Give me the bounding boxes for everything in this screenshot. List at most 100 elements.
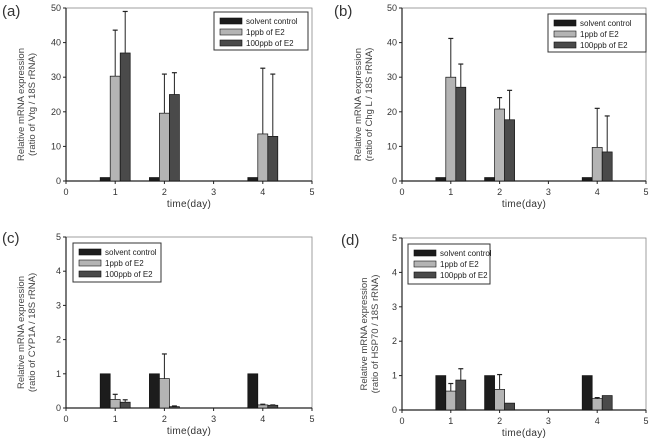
legend-label: solvent control <box>580 19 632 28</box>
y-tick-label: 3 <box>56 300 61 310</box>
x-tick-label: 2 <box>162 414 167 424</box>
y-tick-label: 10 <box>51 141 61 151</box>
y-tick-label: 40 <box>387 38 397 48</box>
y-tick-label: 1 <box>56 369 61 379</box>
bar-100ppb-of-e2 <box>455 379 467 411</box>
bar-100ppb-of-e2 <box>504 119 515 182</box>
legend-label: solvent control <box>246 17 298 26</box>
bar-solvent-control <box>247 373 259 409</box>
y-tick-label: 0 <box>392 176 397 186</box>
bar-1ppb-of-e2 <box>159 378 170 409</box>
y-tick-label: 5 <box>392 233 397 243</box>
legend-label: 1ppb of E2 <box>246 28 285 37</box>
x-tick-label: 1 <box>113 187 118 197</box>
bar-1ppb-of-e2 <box>591 147 603 182</box>
bar-1ppb-of-e2 <box>257 404 269 409</box>
x-axis-title: time(day) <box>502 428 546 439</box>
legend-swatch <box>78 270 102 278</box>
bar-100ppb-of-e2 <box>267 136 279 182</box>
legend-swatch <box>553 19 577 27</box>
x-tick-label: 1 <box>448 416 453 426</box>
legend-swatch <box>553 30 577 38</box>
legend-swatch <box>78 248 102 256</box>
y-tick-label: 50 <box>387 3 397 13</box>
bar-1ppb-of-e2 <box>159 112 170 182</box>
y-tick-label: 20 <box>387 107 397 117</box>
bar-solvent-control <box>149 177 160 182</box>
bar-100ppb-of-e2 <box>119 52 131 182</box>
x-tick-label: 4 <box>595 187 600 197</box>
panel-b: (b) 0 10 20 30 40 50 0 1 2 3 4 5 time(day) Relative mR… <box>334 3 649 210</box>
panel-c: (c) 0 1 2 3 4 5 0 1 2 3 4 5 time(day) Relative mRNA ex… <box>2 230 315 437</box>
x-tick-label: 0 <box>63 187 68 197</box>
bar-100ppb-of-e2 <box>267 404 279 409</box>
legend-swatch <box>413 271 437 279</box>
legend-swatch <box>413 260 437 268</box>
legend-label: 1ppb of E2 <box>105 259 144 268</box>
legend: solvent control 1ppb of E2 100ppb of E2 <box>72 242 162 283</box>
bar-solvent-control <box>247 177 259 182</box>
bar-100ppb-of-e2 <box>169 406 180 409</box>
bar-solvent-control <box>435 375 447 411</box>
legend-label: 100ppb of E2 <box>246 39 294 48</box>
bar-solvent-control <box>484 375 495 411</box>
bar-solvent-control <box>435 177 447 182</box>
y-tick-label: 20 <box>51 107 61 117</box>
y-axis-title: (ratio of Vtg / 18S rRNA) <box>27 53 38 156</box>
bar-1ppb-of-e2 <box>445 76 457 182</box>
bar-solvent-control <box>484 177 495 182</box>
legend-label: 1ppb of E2 <box>580 30 619 39</box>
y-axis-title: Relative mRNA expression <box>16 276 27 389</box>
y-tick-label: 0 <box>56 176 61 186</box>
y-tick-label: 3 <box>392 302 397 312</box>
bar-100ppb-of-e2 <box>601 151 613 182</box>
bar-1ppb-of-e2 <box>591 398 603 411</box>
legend-label: 100ppb of E2 <box>105 270 153 279</box>
x-tick-label: 5 <box>309 187 314 197</box>
bar-solvent-control <box>581 375 593 411</box>
x-tick-label: 4 <box>260 187 265 197</box>
bar-1ppb-of-e2 <box>445 390 457 411</box>
panel-label: (c) <box>2 230 20 247</box>
bar-1ppb-of-e2 <box>494 108 505 182</box>
x-tick-label: 2 <box>497 187 502 197</box>
bar-100ppb-of-e2 <box>119 401 131 409</box>
panel-a: (a) 0 10 20 30 40 50 0 1 2 3 4 5 time(day) Relative mR… <box>2 3 315 210</box>
y-axis-title: Relative mRNA expression <box>359 278 370 391</box>
y-tick-label: 10 <box>387 141 397 151</box>
legend: solvent control 1ppb of E2 100ppb of E2 <box>213 11 309 51</box>
bar-solvent-control <box>581 177 593 182</box>
panel-label: (a) <box>2 3 20 20</box>
x-tick-label: 2 <box>497 416 502 426</box>
bar-1ppb-of-e2 <box>494 389 505 411</box>
legend-label: 100ppb of E2 <box>580 41 628 50</box>
y-tick-label: 4 <box>56 266 61 276</box>
legend-swatch <box>219 17 243 25</box>
y-tick-label: 0 <box>56 403 61 413</box>
panel-label: (b) <box>334 3 352 20</box>
x-tick-label: 3 <box>211 414 216 424</box>
legend-swatch <box>219 39 243 47</box>
y-tick-label: 4 <box>392 267 397 277</box>
legend-label: solvent control <box>440 249 492 258</box>
bar-100ppb-of-e2 <box>504 402 515 411</box>
x-tick-label: 5 <box>309 414 314 424</box>
y-tick-label: 0 <box>392 405 397 415</box>
y-tick-label: 30 <box>387 72 397 82</box>
x-tick-label: 0 <box>399 416 404 426</box>
panel-d: (d) 0 1 2 3 4 5 0 1 2 3 4 5 time(day) Relative mRNA ex… <box>341 232 649 439</box>
x-tick-label: 3 <box>211 187 216 197</box>
bar-1ppb-of-e2 <box>109 75 121 182</box>
x-tick-label: 1 <box>448 187 453 197</box>
bar-1ppb-of-e2 <box>109 399 121 409</box>
y-axis-title: (ratio of CYP1A / 18S rRNA) <box>27 273 38 392</box>
y-axis-title: (ratio of HSP70 / 18S rRNA) <box>370 275 381 394</box>
y-axis-title: Relative mRNA expression <box>353 48 364 161</box>
x-tick-label: 4 <box>595 416 600 426</box>
legend-swatch <box>413 249 437 257</box>
bar-1ppb-of-e2 <box>257 133 269 182</box>
x-tick-label: 3 <box>546 187 551 197</box>
legend: solvent control 1ppb of E2 100ppb of E2 <box>407 243 492 285</box>
x-tick-label: 4 <box>260 414 265 424</box>
